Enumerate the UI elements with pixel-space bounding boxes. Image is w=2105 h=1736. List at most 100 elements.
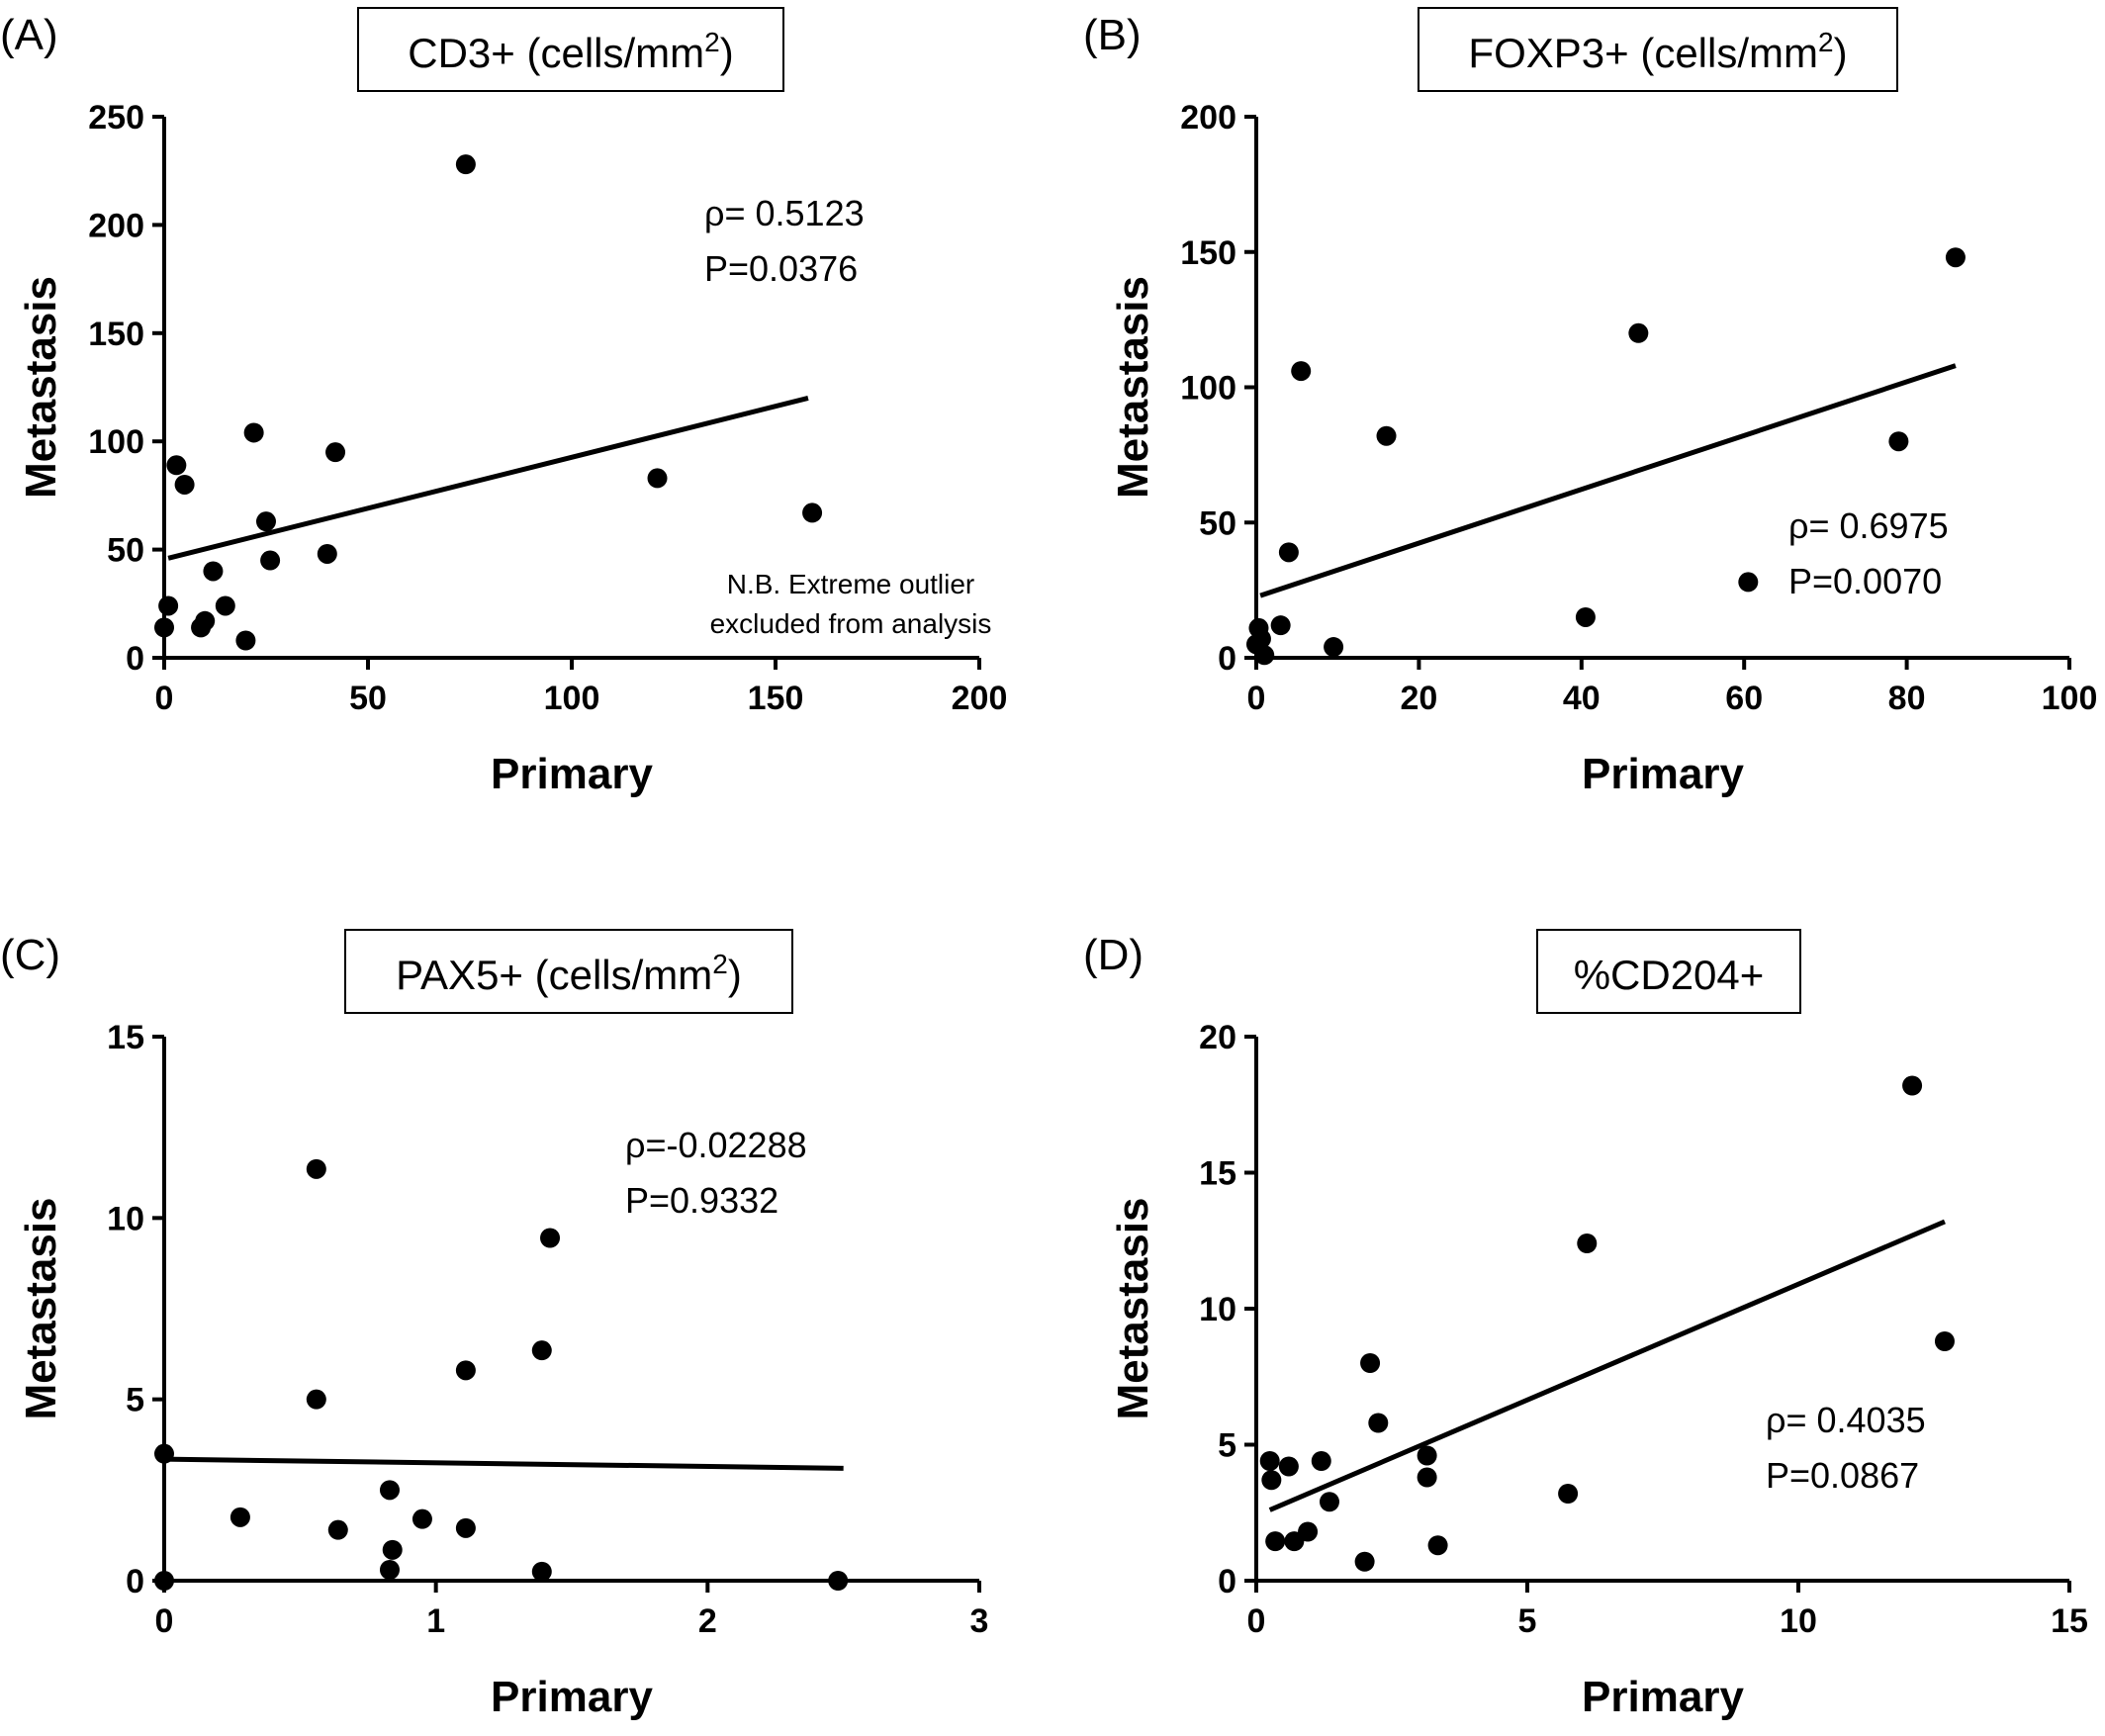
data-point [154,1443,174,1464]
data-point [195,610,216,631]
data-point [455,1360,476,1381]
y-tick-label: 0 [1218,1563,1236,1600]
p-value-stat: P=0.0867 [1766,1455,1919,1496]
y-tick-label: 200 [1180,99,1236,137]
data-point [215,595,235,616]
data-point [1250,628,1271,649]
data-point [531,1340,552,1361]
data-point [1278,1456,1299,1477]
y-tick-label: 5 [126,1382,144,1419]
x-tick-label: 15 [2051,1602,2088,1640]
x-tick-label: 5 [1518,1602,1537,1640]
data-point [243,422,264,443]
data-point [166,455,187,476]
data-point [1628,322,1649,343]
data-point [540,1228,561,1248]
data-point [455,1517,476,1538]
panel-label: (D) [1083,931,1144,979]
y-tick-label: 150 [1180,234,1236,272]
data-point [1311,1451,1331,1471]
data-point [647,468,668,489]
data-point [412,1508,432,1529]
y-tick-label: 100 [88,423,144,461]
outlier-note-line1: N.B. Extreme outlier [727,569,975,599]
panel-c: (C) PAX5+ (cells/mm2) 0 5 10 15 0 1 2 3 Primary Met… [0,929,989,1721]
y-tick-label: 20 [1199,1019,1236,1056]
data-point [1261,1470,1282,1491]
x-tick-label: 0 [1247,680,1266,717]
y-axis-label: Metastasis [17,276,65,499]
y-tick-label: 50 [1199,504,1236,542]
x-tick-label: 100 [544,680,600,717]
x-tick-label: 100 [2042,680,2098,717]
rho-stat: ρ= 0.5123 [704,193,865,233]
y-tick-label: 100 [1180,370,1236,408]
data-point [1298,1521,1319,1542]
x-tick-label: 3 [970,1602,989,1640]
title-box [1418,7,1898,92]
data-point [1427,1535,1448,1556]
data-point [154,617,174,638]
data-point [1265,1531,1286,1552]
y-tick-label: 15 [1199,1155,1236,1193]
x-tick-label: 60 [1725,680,1763,717]
data-point [154,1571,174,1591]
p-value-stat: P=0.0070 [1788,561,1942,601]
x-tick-label: 150 [748,680,804,717]
y-tick-label: 5 [1218,1427,1236,1465]
data-point [455,154,476,175]
y-axis-label: Metastasis [17,1197,65,1419]
y-tick-label: 0 [126,1563,144,1600]
chart-title: FOXP3+ (cells/mm2) [1468,27,1847,76]
x-axis-label: Primary [491,750,653,798]
data-point [828,1571,849,1591]
y-tick-label: 200 [88,207,144,244]
y-axis-label: Metastasis [1109,276,1157,499]
title-box [357,7,784,92]
data-point [379,1560,400,1580]
x-tick-label: 200 [952,680,1008,717]
data-point [235,630,256,651]
data-point [1417,1445,1437,1466]
y-tick-label: 0 [126,640,144,678]
p-value-stat: P=0.9332 [625,1180,778,1221]
y-tick-label: 50 [107,532,144,570]
rho-stat: ρ= 0.6975 [1788,505,1949,546]
data-point [158,595,179,616]
y-tick-label: 0 [1218,640,1236,678]
data-point [531,1561,552,1582]
rho-stat: ρ=-0.02288 [625,1125,807,1165]
panel-label: (B) [1083,11,1142,59]
x-tick-label: 2 [698,1602,717,1640]
data-point [306,1389,326,1410]
y-tick-label: 250 [88,99,144,137]
x-tick-label: 1 [426,1602,445,1640]
chart-title: CD3+ (cells/mm2) [408,27,733,76]
chart-title: PAX5+ (cells/mm2) [396,949,742,998]
regression-line [167,396,809,561]
y-tick-label: 10 [1199,1291,1236,1328]
x-axis-label: Primary [1582,750,1744,798]
data-point [1270,615,1291,636]
data-point [1417,1467,1437,1488]
panel-label: (C) [0,931,60,979]
data-point [203,561,224,582]
data-point [1575,606,1596,627]
x-tick-label: 0 [155,1602,174,1640]
outlier-note-line2: excluded from analysis [710,608,992,639]
data-point [1360,1353,1381,1373]
panel-label: (A) [0,11,58,59]
data-point [1558,1484,1579,1504]
data-point [1376,425,1397,446]
data-point [256,511,276,532]
rho-stat: ρ= 0.4035 [1766,1400,1926,1440]
data-point [327,1519,348,1540]
y-tick-label: 10 [107,1200,144,1237]
panel-b: (B) FOXP3+ (cells/mm2) 0 50 100 150 200 0 20 40 60… [1083,7,2098,798]
y-tick-label: 15 [107,1019,144,1056]
x-axis-label: Primary [1582,1673,1744,1721]
y-tick-label: 150 [88,316,144,353]
data-point [1368,1413,1389,1433]
x-tick-label: 20 [1400,680,1437,717]
data-point [1354,1551,1375,1572]
